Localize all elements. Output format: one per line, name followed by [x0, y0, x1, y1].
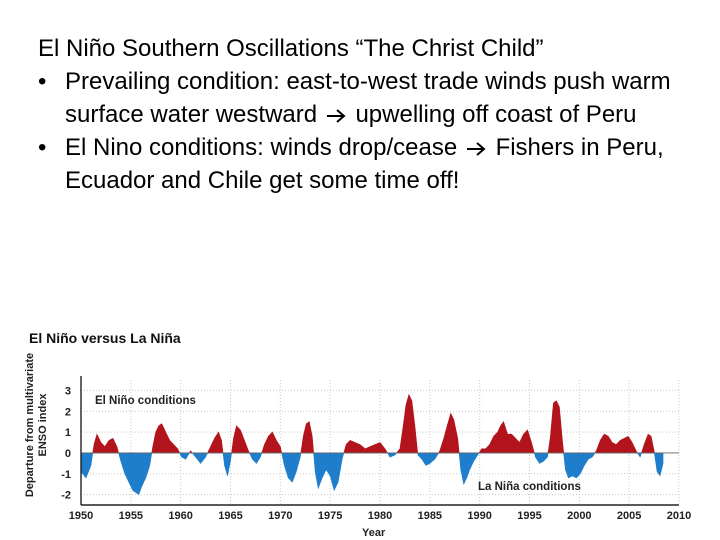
bullet-text-before-arrow: Prevailing condition: east-to-west trade… [65, 68, 671, 128]
x-tick-label: 1955 [119, 510, 143, 522]
bullet-text-before-arrow: El Nino conditions: winds drop/cease [65, 134, 458, 161]
slide-title: El Niño Southern Oscillations “The Chris… [38, 35, 544, 62]
x-tick-label: 1960 [168, 510, 192, 522]
x-tick-label: 1965 [218, 510, 242, 522]
y-tick-label: 2 [65, 406, 71, 418]
bullet-dot: • [38, 68, 47, 95]
x-tick-label: 1980 [368, 510, 392, 522]
right-arrow-icon [466, 141, 486, 156]
x-tick-label: 2005 [617, 510, 641, 522]
x-tick-label: 2010 [667, 510, 691, 522]
enso-chart-svg: 3 2 1 0 -1 -2 1950 1955 1960 1965 1970 1975 1980 1985… [61, 376, 691, 522]
y-axis-label-line-2: ENSO index [37, 393, 49, 457]
right-arrow-icon [326, 108, 346, 123]
y-axis-label-line-1: Departure from multivariate [24, 352, 36, 498]
x-tick-label: 1975 [318, 510, 342, 522]
slide-text-block: El Niño Southern Oscillations “The Chris… [38, 32, 688, 197]
bullet-text-after-arrow: upwelling off coast of Peru [355, 101, 637, 128]
x-tick-label: 2000 [567, 510, 591, 522]
y-tick-label: 3 [65, 385, 71, 397]
la-nina-annotation: La Niña conditions [478, 481, 581, 493]
y-axis-label: Departure from multivariate ENSO index [24, 335, 50, 515]
bullet-el-nino-conditions: • El Nino conditions: winds drop/cease F… [38, 131, 688, 197]
chart-title: El Niño versus La Niña [29, 330, 181, 346]
bullet-dot: • [38, 134, 47, 161]
x-tick-label: 1990 [467, 510, 491, 522]
y-tick-label: -1 [61, 469, 71, 481]
bullet-prevailing-condition: • Prevailing condition: east-to-west tra… [38, 65, 688, 131]
x-tick-label: 1970 [268, 510, 292, 522]
x-tick-label: 1995 [517, 510, 541, 522]
y-tick-label: -2 [61, 490, 71, 502]
y-tick-label: 1 [65, 427, 71, 439]
el-nino-annotation: El Niño conditions [95, 395, 196, 407]
y-tick-label: 0 [65, 448, 71, 460]
bullet-text-after-arrow: Fishers in Peru, Ecuador and Chile get s… [65, 134, 664, 194]
x-axis-label: Year [362, 527, 386, 539]
x-tick-label: 1985 [418, 510, 442, 522]
x-tick-label: 1950 [69, 510, 93, 522]
enso-chart: 3 2 1 0 -1 -2 1950 1955 1960 1965 1970 1975 1980 1985… [22, 325, 702, 540]
